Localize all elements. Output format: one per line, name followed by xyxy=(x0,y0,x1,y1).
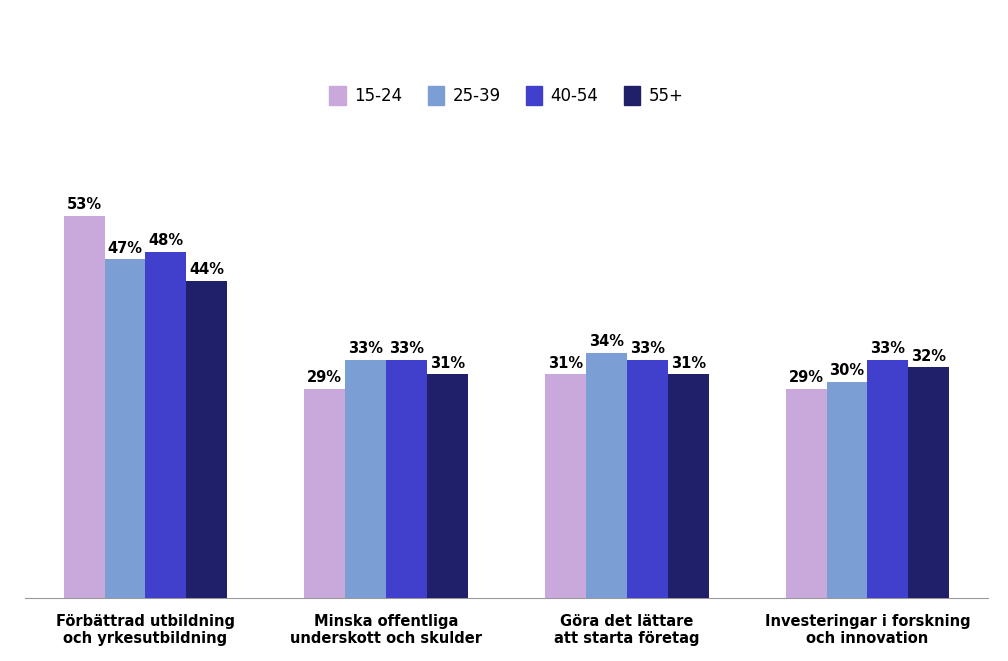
Text: 47%: 47% xyxy=(108,241,142,256)
Bar xyxy=(545,374,586,598)
Bar xyxy=(868,360,908,598)
Bar xyxy=(667,374,709,598)
Text: 33%: 33% xyxy=(871,341,905,356)
Text: 34%: 34% xyxy=(589,334,624,349)
Bar xyxy=(186,281,227,598)
Bar xyxy=(64,216,105,598)
Text: 32%: 32% xyxy=(911,348,947,364)
Text: 33%: 33% xyxy=(389,341,424,356)
Text: 53%: 53% xyxy=(67,198,102,212)
Text: 33%: 33% xyxy=(630,341,664,356)
Text: 29%: 29% xyxy=(788,370,824,385)
Bar xyxy=(145,252,186,598)
Bar xyxy=(785,389,827,598)
Bar xyxy=(908,368,950,598)
Legend: 15-24, 25-39, 40-54, 55+: 15-24, 25-39, 40-54, 55+ xyxy=(323,79,690,112)
Text: 29%: 29% xyxy=(307,370,343,385)
Text: 48%: 48% xyxy=(148,233,183,249)
Bar xyxy=(105,259,145,598)
Bar xyxy=(345,360,386,598)
Text: 31%: 31% xyxy=(430,356,465,371)
Text: 33%: 33% xyxy=(348,341,383,356)
Bar xyxy=(827,381,868,598)
Text: 31%: 31% xyxy=(670,356,706,371)
Bar xyxy=(627,360,667,598)
Text: 30%: 30% xyxy=(830,363,865,378)
Text: 31%: 31% xyxy=(548,356,583,371)
Bar xyxy=(427,374,468,598)
Bar xyxy=(586,353,627,598)
Bar xyxy=(386,360,427,598)
Bar xyxy=(304,389,345,598)
Text: 44%: 44% xyxy=(190,262,225,277)
